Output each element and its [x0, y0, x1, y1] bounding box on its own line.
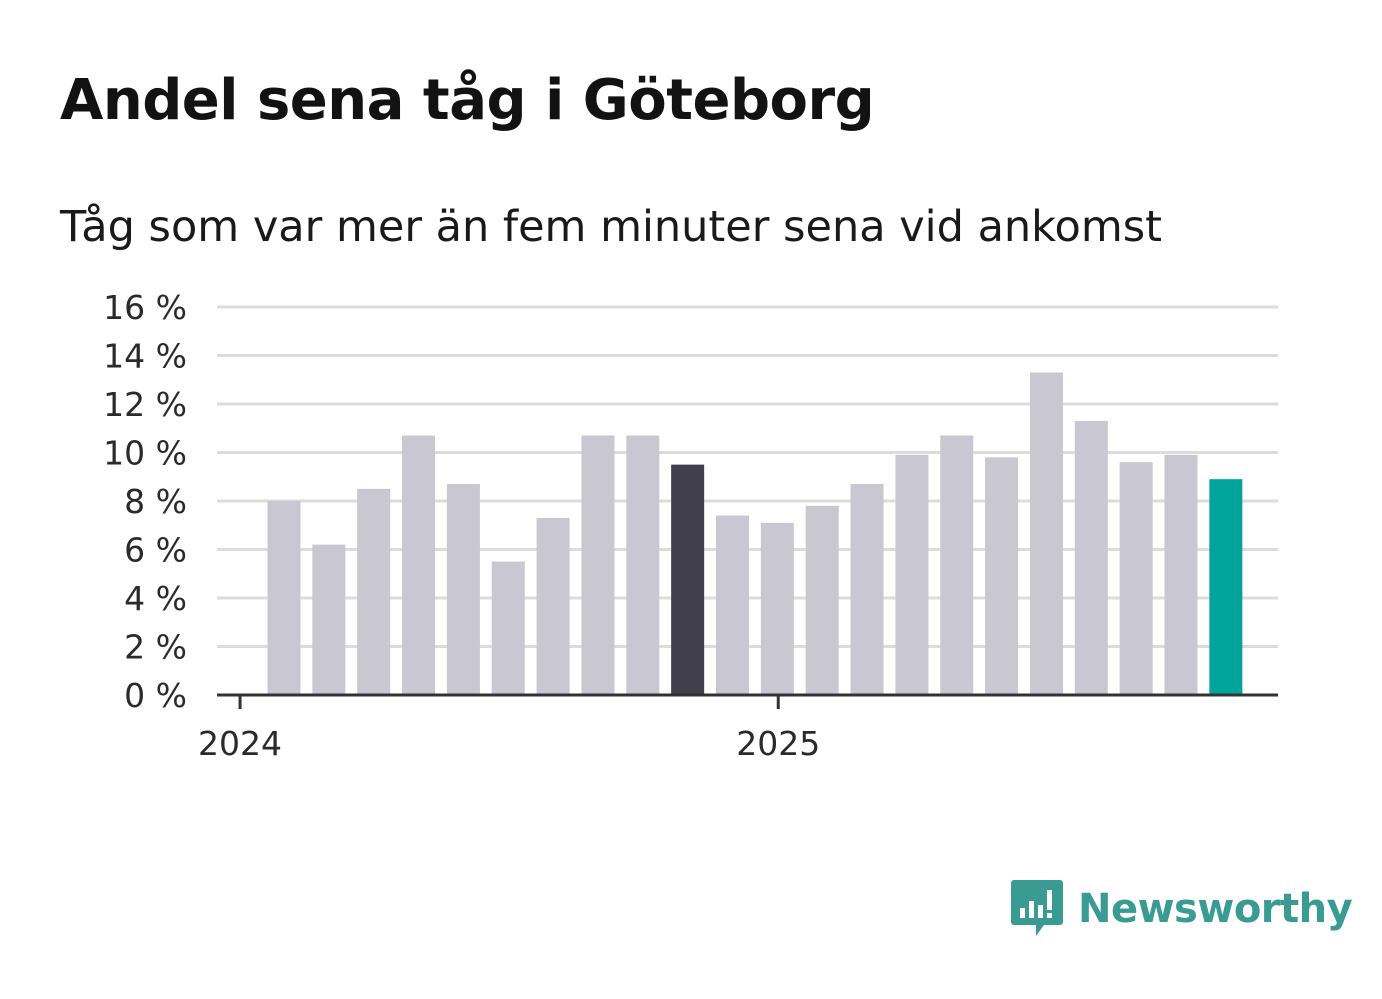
bar-2025-09 [1164, 454, 1198, 695]
bars [267, 372, 1243, 695]
bar-2024-09 [626, 435, 660, 695]
bar-2024-06 [491, 561, 525, 695]
bar-2025-03 [895, 454, 929, 695]
y-tick-label: 4 % [124, 579, 187, 618]
x-tick-label: 2024 [198, 724, 282, 763]
bar-2025-05 [985, 457, 1019, 695]
bar-2025-10 [1209, 479, 1243, 695]
y-tick-label: 8 % [124, 482, 187, 521]
bar-2025-07 [1074, 420, 1108, 695]
y-tick-label: 12 % [103, 385, 187, 424]
y-axis-tick-labels: 0 % 2 % 4 % 6 % 8 % 10 % 12 % 14 % 16 % [103, 288, 187, 715]
bar-2025-08 [1119, 462, 1153, 695]
y-tick-label: 16 % [103, 288, 187, 327]
bar-2024-04 [402, 435, 436, 695]
y-tick-label: 2 % [124, 628, 187, 667]
bar-2024-10 [671, 464, 705, 695]
bar-2024-01 [267, 501, 301, 695]
bar-2024-02 [312, 544, 346, 695]
brand-logo: Newsworthy [1010, 878, 1353, 940]
bar-2025-06 [1029, 372, 1063, 695]
bar-2024-08 [581, 435, 615, 695]
y-tick-label: 6 % [124, 531, 187, 570]
bar-chart: 0 % 2 % 4 % 6 % 8 % 10 % 12 % 14 % 16 % 2024 2025 [103, 288, 1278, 763]
y-tick-label: 10 % [103, 434, 187, 473]
bar-2024-11 [716, 515, 749, 695]
bar-2024-05 [446, 484, 480, 695]
x-tick-label: 2025 [736, 724, 820, 763]
x-axis-tick-labels: 2024 2025 [198, 695, 820, 763]
brand-name: Newsworthy [1078, 886, 1353, 932]
bar-2024-12 [760, 522, 794, 695]
bar-chart-logo-icon [1011, 880, 1063, 936]
chart-title: Andel sena tåg i Göteborg [60, 68, 875, 133]
y-tick-label: 0 % [124, 676, 187, 715]
bar-2024-07 [536, 517, 570, 695]
chart-subtitle: Tåg som var mer än fem minuter sena vid … [60, 202, 1163, 252]
y-tick-label: 14 % [103, 337, 187, 376]
bar-2025-04 [940, 435, 974, 695]
bar-2025-01 [805, 505, 839, 695]
bar-2024-03 [357, 488, 391, 695]
bar-2025-02 [850, 484, 884, 695]
